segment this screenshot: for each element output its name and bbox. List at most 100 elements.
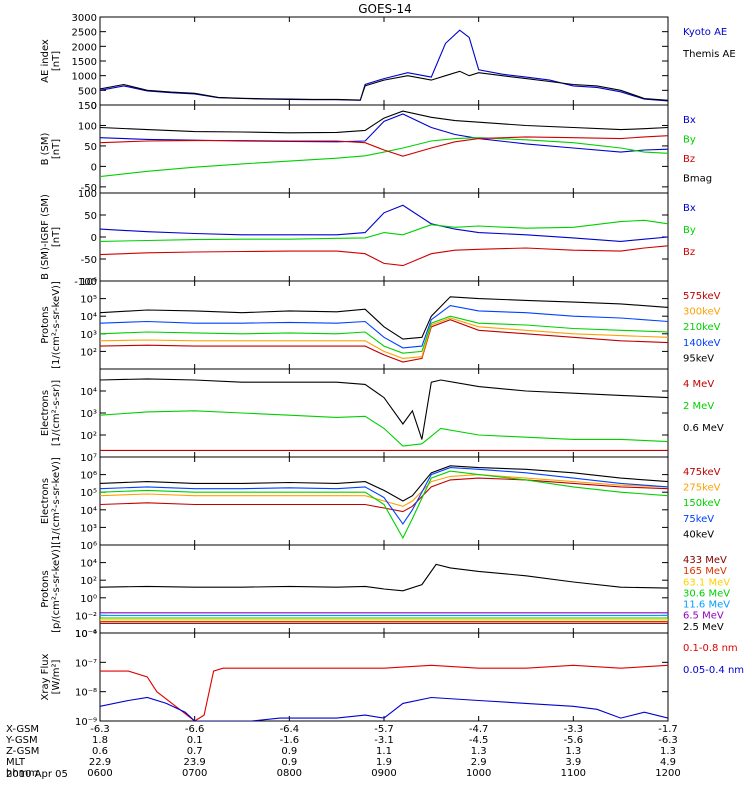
x-tick-label: 0600 [87, 768, 112, 779]
x-tick-label: 0.9 [281, 757, 297, 768]
series-line-bsm-2 [100, 135, 668, 157]
y-tick-label: 10⁻⁷ [75, 658, 97, 669]
legend-entry: 433 MeV [683, 555, 727, 566]
y-tick-label: -50 [81, 183, 97, 194]
legend-entry: 140keV [683, 338, 721, 349]
panel-frame [99, 280, 669, 370]
legend-entry: 0.05-0.4 nm [683, 665, 744, 676]
y-tick-label: 10³ [80, 523, 97, 534]
y-axis-label: [nT] [51, 139, 62, 159]
legend-entry: 63.1 MeV [683, 577, 730, 588]
y-tick-label: 150 [78, 101, 97, 112]
x-tick-label: 22.9 [89, 757, 111, 768]
legend-entry: 210keV [683, 322, 721, 333]
y-tick-label: 1500 [72, 57, 97, 68]
legend-entry: 11.6 MeV [683, 600, 730, 611]
panel-ae: 0 500 1000 1500 2000 2500 3000 AE index [nT] Kyot… [40, 13, 736, 112]
panel-protons-lo: 10² 10³ 10⁴ 10⁵ 10⁶ Protons [1/(cm²-s-sr-keV)]… [40, 277, 721, 370]
series-line-bsm-0 [100, 113, 668, 153]
x-row-label: MLT [6, 757, 26, 768]
legend-entry: 30.6 MeV [683, 588, 730, 599]
y-axis-label: Protons [40, 306, 51, 343]
legend-entry: 150keV [683, 498, 721, 509]
legend-entry: By [683, 225, 696, 236]
y-tick-label: 10³ [80, 330, 97, 341]
y-axis-label: Protons [40, 570, 51, 607]
y-tick-label: 3000 [72, 13, 97, 24]
y-axis-label: [nT] [51, 227, 62, 247]
x-tick-label: 1200 [655, 768, 680, 779]
y-tick-label: 10⁻⁸ [75, 688, 97, 699]
y-tick-label: 10² [80, 347, 97, 358]
y-axis-label: [1/(cm²-s-sr-keV)] [51, 281, 62, 369]
y-tick-label: 10⁶ [80, 277, 97, 288]
panel-bsm: -50 0 50 100 150 B (SM) [nT] Bx By Bz Bmag [40, 101, 712, 194]
x-tick-label: 3.9 [565, 757, 581, 768]
x-tick-label: 1.3 [565, 746, 581, 757]
x-tick-label: 0.9 [281, 746, 297, 757]
legend-entry: Bz [683, 247, 695, 258]
series-line-bsm-igrf-1 [100, 219, 668, 242]
legend-entry: 300keV [683, 307, 721, 318]
x-row-label: Y-GSM [5, 735, 38, 746]
series-line-xray-1 [100, 696, 668, 721]
y-tick-label: 10⁰ [80, 594, 97, 605]
y-axis-label: [1/(cm²-s-sr-keV)] [51, 457, 62, 545]
legend-entry: Kyoto AE [683, 27, 727, 38]
panel-protons-hi: 10⁻⁴ 10⁻² 10⁰ 10² 10⁴ 10⁶ Protons [p/(cm²-s-sr-… [40, 541, 730, 640]
x-tick-label: 1.8 [92, 735, 108, 746]
y-tick-label: 10⁴ [80, 312, 97, 323]
x-tick-label: 2.9 [471, 757, 487, 768]
x-tick-label: -1.7 [658, 724, 678, 735]
y-tick-label: 50 [84, 211, 97, 222]
y-axis-label: [W/m²] [51, 659, 62, 694]
legend-entry: 0.6 MeV [683, 423, 724, 434]
x-tick-label: 4.9 [660, 757, 676, 768]
panel-bsm-igrf: -100 -50 0 50 100 B (SM)-IGRF (SM) [nT] Bx By Bz [40, 189, 696, 288]
panel-electrons-hi: 10² 10³ 10⁴ Electrons [1/(cm²-s-sr)] 4 MeV 2 M… [40, 368, 724, 458]
legend-entry: 575keV [683, 291, 721, 302]
legend-entry: 2.5 MeV [683, 622, 724, 633]
series-line-electrons-lo-3 [100, 467, 668, 525]
series-line-protons-lo-3 [100, 305, 668, 349]
series-line-electrons-lo-0 [100, 477, 668, 513]
legend-entry: 95keV [683, 353, 714, 364]
x-tick-label: 0800 [277, 768, 302, 779]
y-tick-label: 10⁻⁴ [75, 629, 97, 640]
legend-entry: Bz [683, 154, 695, 165]
series-line-electrons-hi-1 [100, 410, 668, 447]
y-axis-label: [nT] [51, 51, 62, 71]
x-tick-label: 1000 [466, 768, 491, 779]
legend-entry: 275keV [683, 483, 721, 494]
series-line-electrons-hi-2 [100, 378, 668, 440]
x-tick-label: -5.6 [564, 735, 584, 746]
x-row-label: Z-GSM [6, 746, 39, 757]
series-line-protons-hi-6 [100, 563, 668, 592]
series-line-bsm-igrf-0 [100, 204, 668, 242]
panel-electrons-lo: 10³ 10⁴ 10⁵ 10⁶ 10⁷ Electrons [1/(cm²-s-sr-keV… [40, 453, 721, 546]
y-tick-label: -100 [74, 277, 97, 288]
y-tick-label: 10⁻² [75, 611, 97, 622]
x-tick-label: -5.7 [374, 724, 394, 735]
series-line-protons-lo-4 [100, 296, 668, 340]
legend-entry: 6.5 MeV [683, 611, 724, 622]
legend-entry: 4 MeV [683, 379, 714, 390]
series-line-electrons-lo-4 [100, 465, 668, 502]
y-tick-label: 10⁴ [80, 559, 97, 570]
y-tick-label: 2000 [72, 42, 97, 53]
y-tick-label: 10⁵ [80, 488, 97, 499]
panel-xray: 10⁻⁹ 10⁻⁸ 10⁻⁷ 10⁻⁶ Xray Flux [W/m²] 0.1-0.8 n… [40, 629, 744, 728]
x-tick-label: 1.9 [376, 757, 392, 768]
y-tick-label: 10⁴ [80, 387, 97, 398]
y-axis-label: [p/(cm²-s-sr-keV)] [51, 545, 62, 633]
series-line-electrons-lo-1 [100, 474, 668, 507]
series-line-electrons-lo-2 [100, 470, 668, 540]
x-tick-label: -3.3 [564, 724, 584, 735]
y-tick-label: 10⁻⁹ [75, 717, 97, 728]
y-tick-label: 0 [91, 233, 97, 244]
x-tick-label: 1100 [561, 768, 586, 779]
x-tick-label: -3.1 [374, 735, 394, 746]
y-tick-label: 0 [91, 101, 97, 112]
